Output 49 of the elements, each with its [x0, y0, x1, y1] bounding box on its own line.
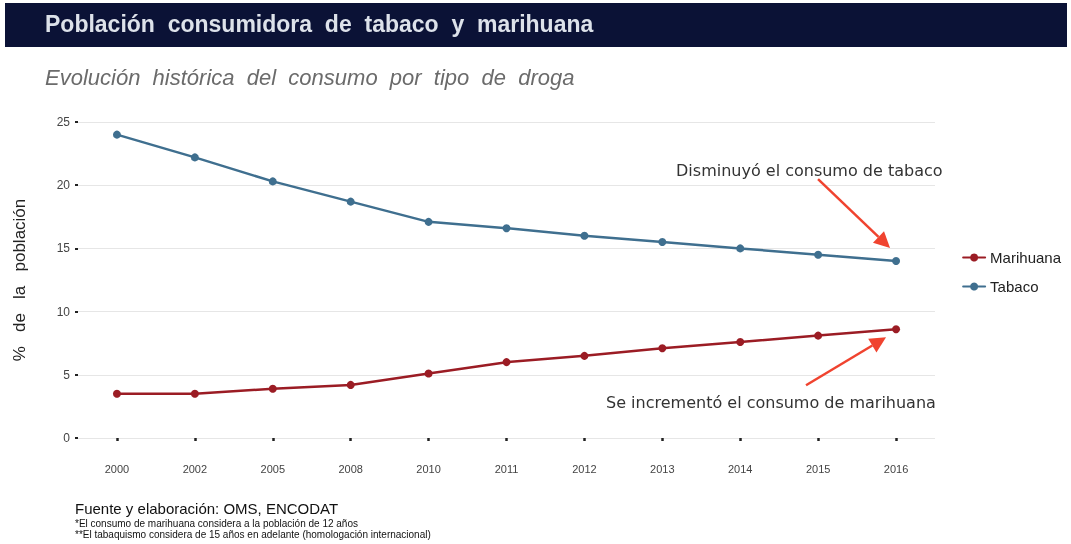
chart-subtitle: Evolución histórica del consumo por tipo de droga: [45, 64, 575, 90]
point: [268, 384, 277, 393]
x-tick-label: 2015: [805, 462, 831, 475]
y-tick-label: 0: [63, 431, 71, 445]
x-tick-label: 2016: [883, 462, 909, 475]
x-tick-label: 2013: [650, 462, 675, 475]
x-tick-label: 2014: [727, 462, 753, 475]
source-note: Fuente y elaboración: OMS, ENCODAT: [75, 500, 339, 517]
legend-label: Marihuana: [990, 249, 1062, 266]
point: [112, 130, 121, 139]
point: [268, 177, 277, 186]
point: [580, 231, 589, 240]
text: **El tabaquismo considera de 15 años en adelante (homologación internacional): [75, 529, 431, 540]
point: [424, 217, 433, 226]
y-tick-label: 15: [56, 241, 71, 256]
point: [736, 244, 745, 253]
point: [814, 250, 823, 259]
point: [424, 369, 433, 378]
y-tick-label: 10: [56, 304, 71, 319]
x-tick-label: 2010: [416, 462, 441, 475]
y-tick-label: 20: [56, 178, 71, 193]
point: [502, 358, 511, 367]
point: [658, 238, 667, 247]
annotation: Se incrementó el consumo de marihuana: [606, 393, 936, 413]
point: [580, 351, 589, 360]
text: *El consumo de marihuana considera a la población de 12 años: [75, 518, 358, 529]
point: [502, 224, 511, 233]
y-tick-label: 5: [63, 367, 71, 382]
x-tick-label: 2002: [182, 462, 208, 475]
point: [658, 344, 667, 353]
y-axis-title: % de la población: [10, 198, 29, 362]
x-tick-label: 2008: [338, 462, 363, 475]
point: [346, 197, 355, 206]
x-tick-label: 2012: [572, 462, 597, 475]
x-tick-label: 2000: [104, 462, 130, 475]
point: [190, 389, 199, 398]
annotation: Disminuyó el consumo de tabaco: [676, 161, 943, 181]
x-tick-label: 2005: [260, 462, 286, 475]
point: [814, 331, 823, 340]
point: [736, 337, 745, 346]
point: [892, 257, 901, 266]
chart-title: Población consumidora de tabaco y marihuana: [45, 10, 594, 37]
y-tick-label: 25: [56, 115, 71, 129]
x-tick-label: 2011: [494, 462, 519, 475]
legend-label: Tabaco: [990, 278, 1039, 295]
point: [892, 325, 901, 334]
point: [190, 153, 199, 162]
point: [346, 380, 355, 389]
point: [112, 389, 121, 398]
